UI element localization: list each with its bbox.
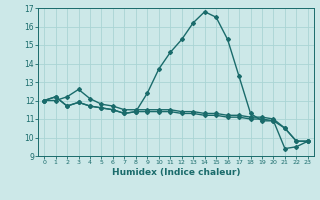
X-axis label: Humidex (Indice chaleur): Humidex (Indice chaleur) <box>112 168 240 177</box>
